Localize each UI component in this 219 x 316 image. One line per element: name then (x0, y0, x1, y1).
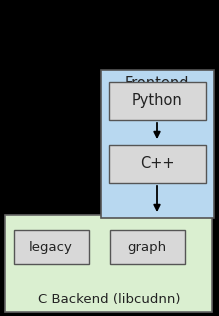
Bar (14, 230, 89, 264)
Bar (109, 145, 206, 183)
Text: Frontend: Frontend (125, 76, 189, 92)
Bar (101, 70, 214, 218)
Text: Python: Python (132, 94, 182, 108)
Text: legacy: legacy (29, 240, 73, 253)
Bar (5, 215, 212, 312)
Text: graph: graph (127, 240, 167, 253)
Text: C Backend (libcudnn): C Backend (libcudnn) (38, 294, 180, 307)
Text: C++: C++ (140, 156, 174, 172)
Bar (109, 82, 206, 120)
Bar (110, 230, 185, 264)
